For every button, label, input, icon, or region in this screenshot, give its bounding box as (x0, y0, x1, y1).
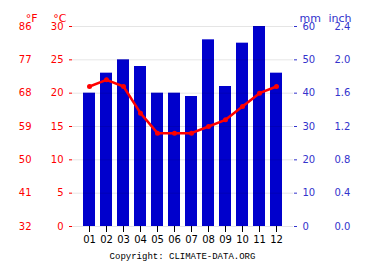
svg-text:68: 68 (19, 87, 32, 98)
svg-text:04: 04 (134, 234, 147, 245)
svg-text:09: 09 (219, 234, 232, 245)
svg-text:5: 5 (57, 187, 63, 198)
svg-text:30: 30 (303, 121, 316, 132)
svg-text:25: 25 (51, 54, 64, 65)
svg-text:01: 01 (83, 234, 96, 245)
svg-text:77: 77 (19, 54, 32, 65)
svg-text:50: 50 (303, 54, 316, 65)
svg-text:60: 60 (303, 21, 316, 32)
svg-text:08: 08 (202, 234, 215, 245)
svg-text:32: 32 (19, 221, 32, 232)
svg-text:07: 07 (185, 234, 198, 245)
svg-text:°C: °C (53, 12, 67, 25)
svg-text:10: 10 (51, 154, 64, 165)
svg-text:2.4: 2.4 (335, 21, 351, 32)
html-text:Copyright: CLIMATE-DATA.ORG: Copyright: CLIMATE-DATA.ORG (109, 252, 256, 262)
svg-text:59: 59 (19, 121, 32, 132)
svg-text:°F: °F (26, 12, 38, 25)
svg-text:50: 50 (19, 154, 32, 165)
svg-text:15: 15 (51, 121, 64, 132)
svg-text:1.6: 1.6 (335, 87, 351, 98)
svg-text:inch: inch (329, 12, 352, 25)
svg-text:41: 41 (19, 187, 32, 198)
svg-text:0.8: 0.8 (335, 154, 351, 165)
svg-text:06: 06 (168, 234, 181, 245)
svg-text:86: 86 (19, 21, 32, 32)
svg-text:mm: mm (300, 12, 321, 25)
svg-text:30: 30 (51, 21, 64, 32)
svg-text:12: 12 (270, 234, 283, 245)
svg-text:1.2: 1.2 (335, 121, 351, 132)
svg-text:10: 10 (303, 187, 316, 198)
svg-text:20: 20 (303, 154, 316, 165)
svg-text:03: 03 (117, 234, 130, 245)
svg-text:2.0: 2.0 (335, 54, 351, 65)
svg-text:10: 10 (236, 234, 249, 245)
svg-text:20: 20 (51, 87, 64, 98)
svg-text:0: 0 (57, 221, 63, 232)
svg-text:0: 0 (303, 221, 309, 232)
svg-text:11: 11 (253, 234, 266, 245)
svg-text:0.0: 0.0 (335, 221, 351, 232)
svg-text:02: 02 (100, 234, 113, 245)
svg-text:40: 40 (303, 87, 316, 98)
svg-text:05: 05 (151, 234, 164, 245)
svg-text:0.4: 0.4 (335, 187, 351, 198)
